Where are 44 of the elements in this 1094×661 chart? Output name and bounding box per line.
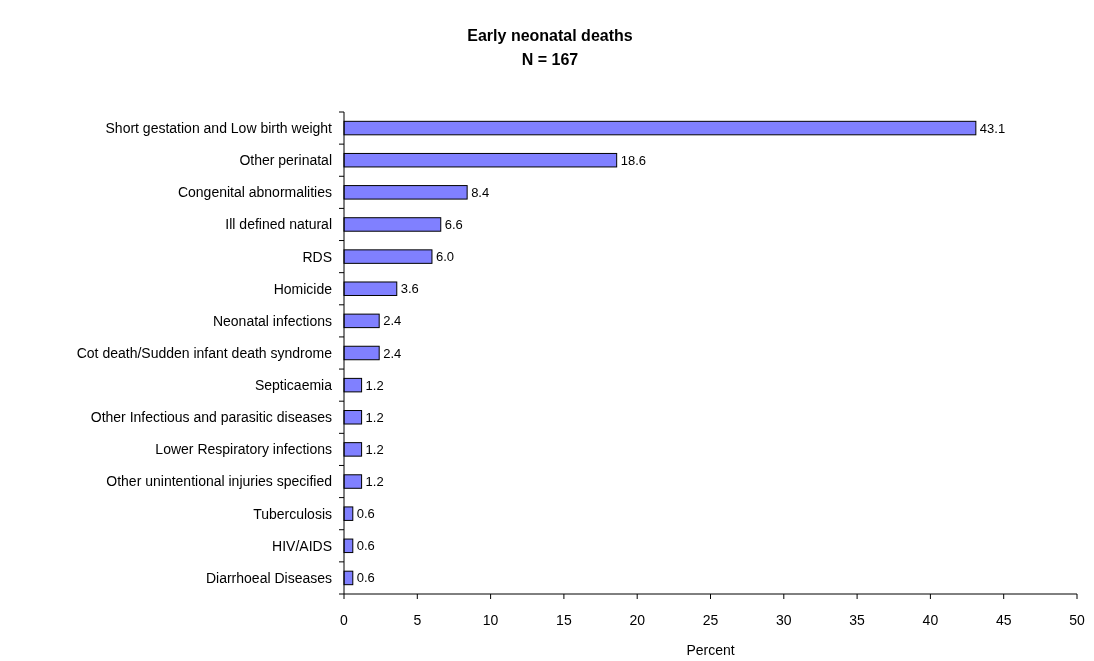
x-tick-label: 30: [776, 611, 792, 628]
data-label: 8.4: [471, 184, 490, 200]
y-tick-label: Other Infectious and parasitic diseases: [90, 409, 332, 426]
x-tick-label: 35: [849, 611, 866, 628]
y-tick-label: RDS: [302, 248, 332, 265]
x-tick-label: 0: [340, 611, 349, 628]
data-label: 0.6: [356, 570, 375, 586]
x-tick-label: 25: [702, 611, 719, 628]
y-tick-label: Tuberculosis: [253, 505, 332, 522]
y-tick-label: Other unintentional injuries specified: [106, 473, 332, 490]
data-label: 6.6: [444, 217, 463, 233]
x-tick-label: 5: [413, 611, 422, 628]
data-label: 3.6: [400, 281, 419, 297]
y-tick-label: Septicaemia: [254, 377, 333, 394]
data-label: 6.0: [435, 249, 455, 265]
x-tick-label: 10: [482, 611, 499, 628]
x-tick-label: 20: [629, 611, 646, 628]
y-tick-label: Ill defined natural: [225, 216, 332, 233]
data-label: 1.2: [365, 377, 384, 393]
y-tick-label: Cot death/Sudden infant death syndrome: [76, 344, 333, 361]
data-label: 0.6: [356, 538, 375, 554]
data-label: 1.2: [365, 409, 384, 425]
data-label: 1.2: [365, 441, 384, 457]
y-tick-label: Short gestation and Low birth weight: [105, 119, 333, 136]
data-label: 2.4: [383, 313, 402, 329]
x-tick-label: 40: [922, 611, 939, 628]
data-label: 2.4: [383, 345, 402, 361]
x-tick-label: 50: [1069, 611, 1085, 628]
x-axis-title: Percent: [686, 642, 735, 658]
y-tick-label: Neonatal infections: [212, 312, 332, 329]
y-tick-label: Homicide: [273, 280, 333, 297]
y-tick-label: Diarrhoeal Diseases: [205, 569, 332, 586]
data-label: 18.6: [620, 152, 646, 168]
data-label: 0.6: [356, 506, 375, 522]
y-tick-label: Congenital abnormalities: [177, 184, 332, 201]
chart-title: Early neonatal deaths: [467, 27, 633, 44]
x-tick-label: 15: [556, 611, 572, 628]
y-tick-label: Lower Respiratory infections: [155, 441, 332, 458]
x-tick-label: 45: [995, 611, 1012, 628]
chart-subtitle: N = 167: [521, 51, 579, 68]
y-tick-label: HIV/AIDS: [272, 537, 332, 554]
data-label: 43.1: [979, 120, 1006, 136]
y-tick-label: Other perinatal: [239, 152, 332, 169]
data-label: 1.2: [365, 474, 384, 490]
